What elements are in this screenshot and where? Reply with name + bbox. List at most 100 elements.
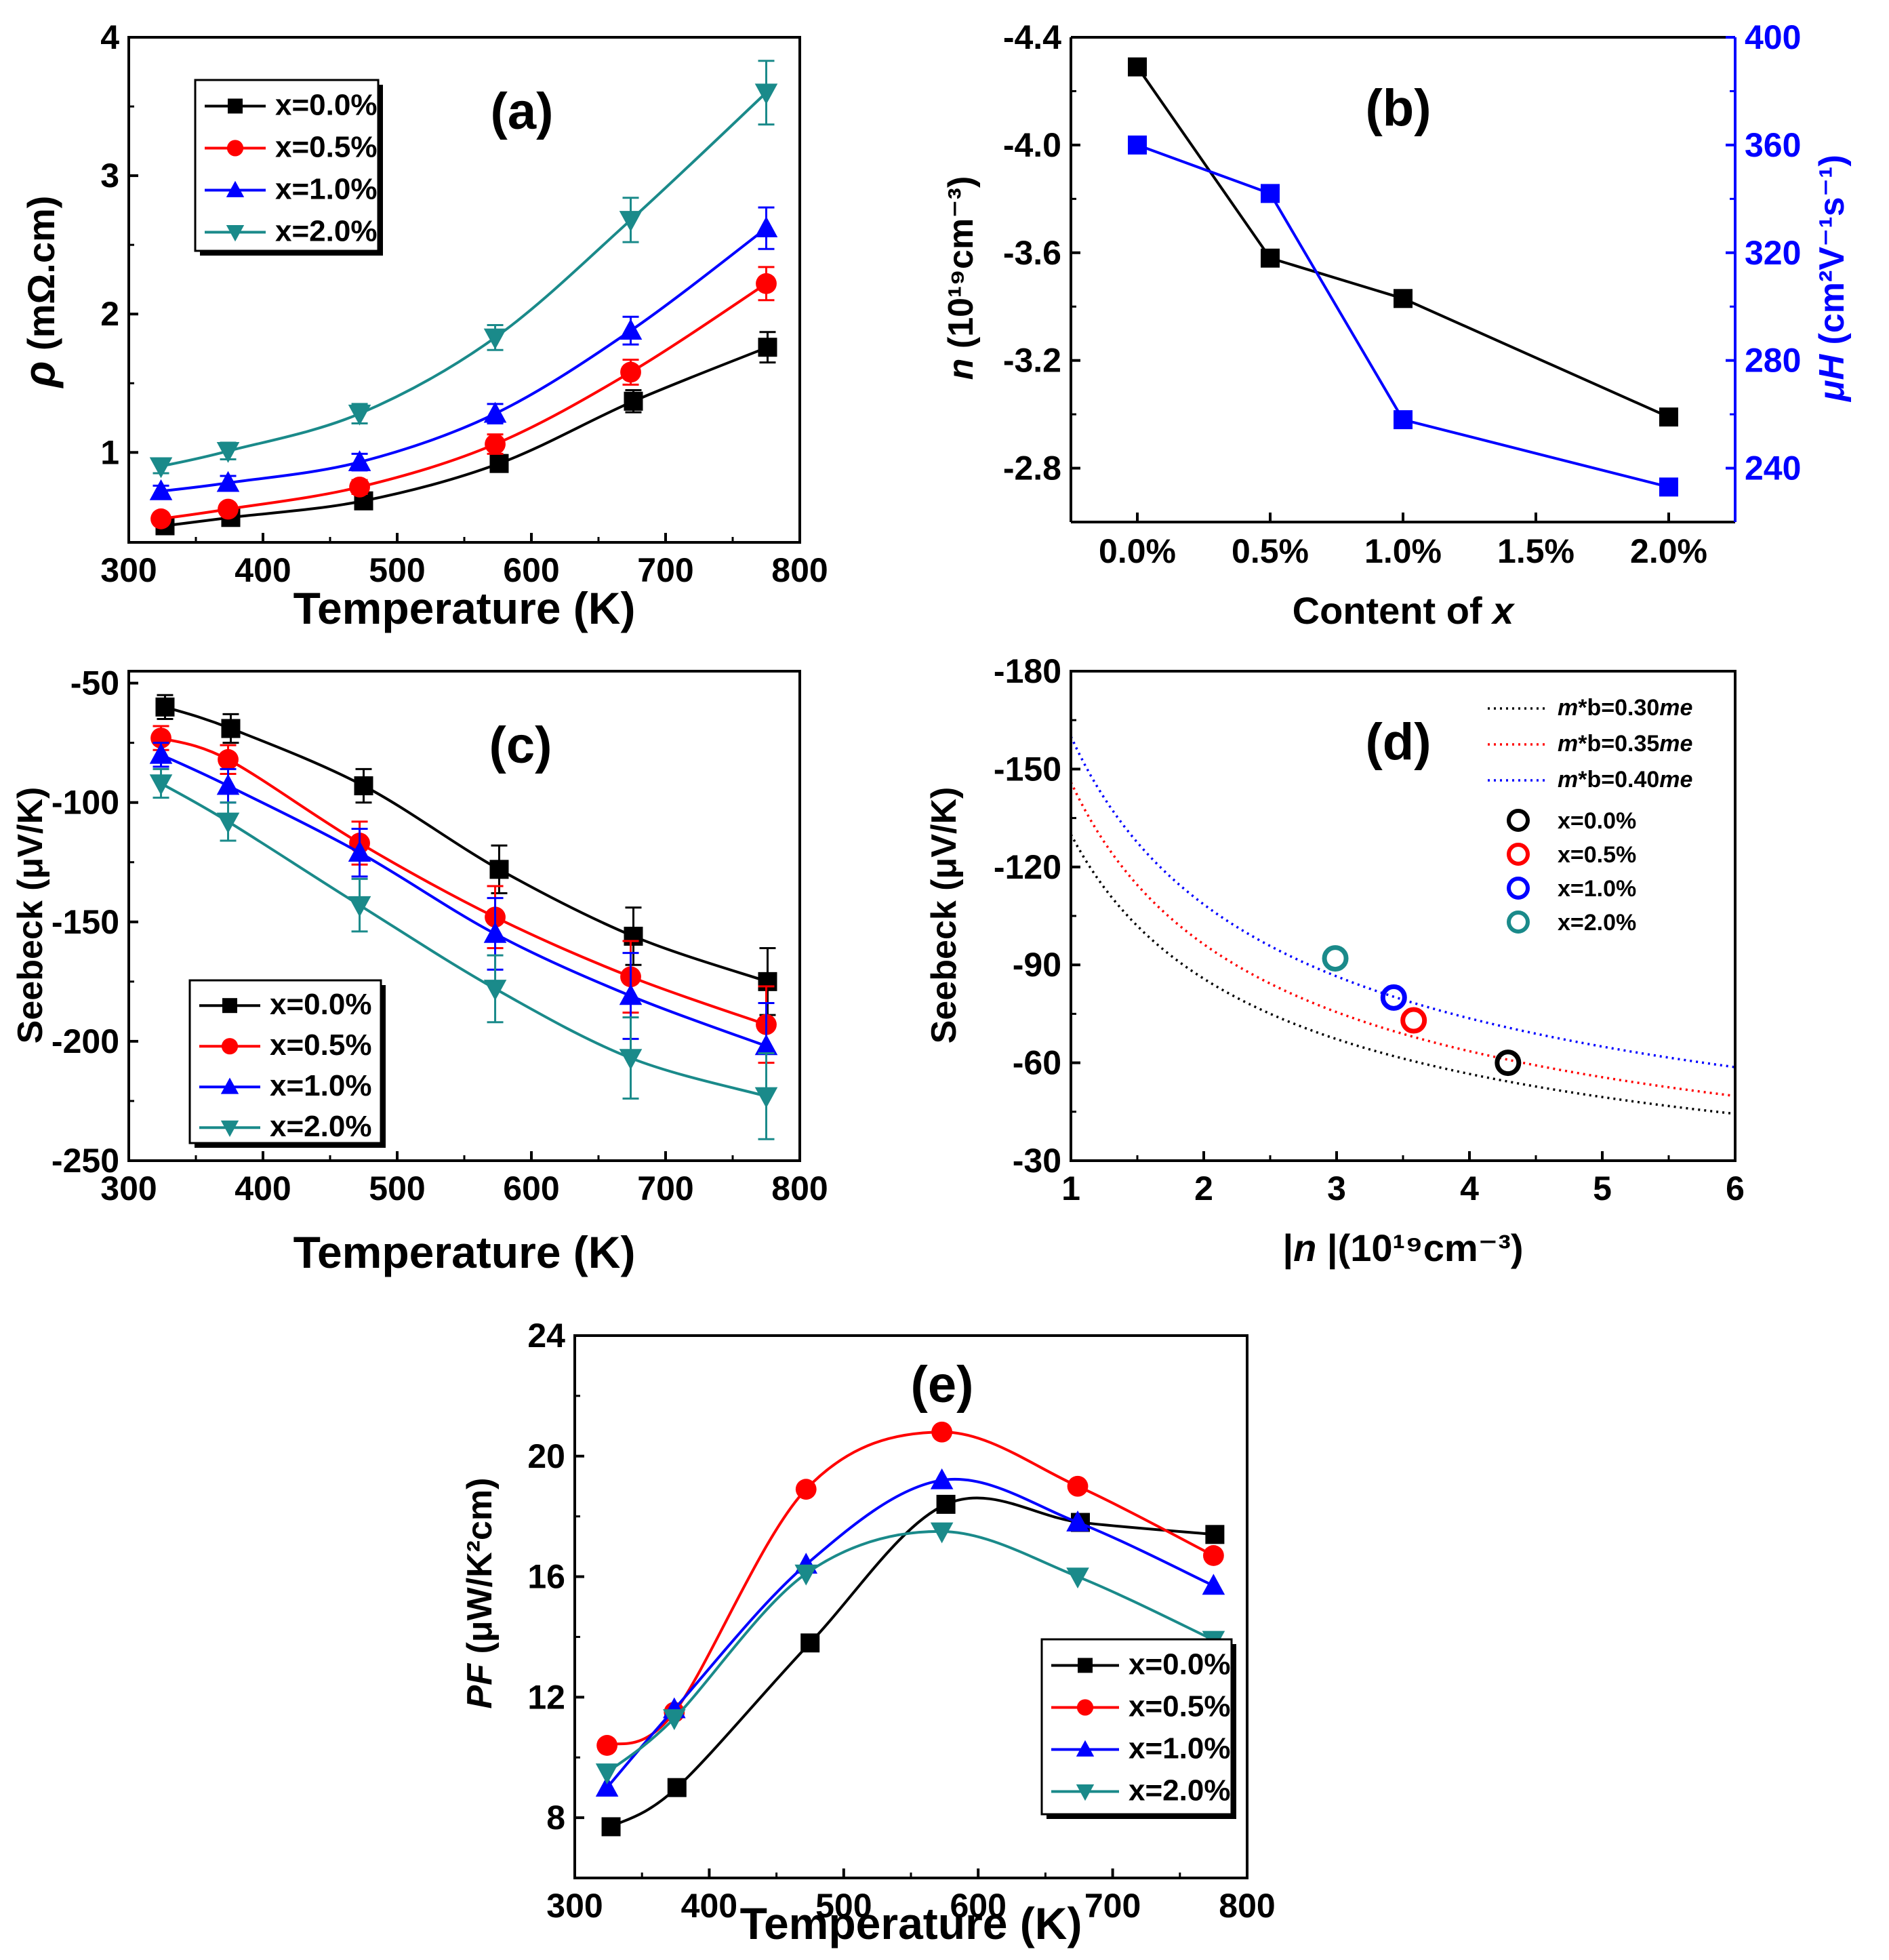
x-axis-label: |n |(10¹⁹cm⁻³) <box>1282 1226 1523 1270</box>
x-tick-label: 2.0% <box>1630 532 1707 570</box>
data-point <box>794 1564 818 1586</box>
data-point <box>758 338 777 357</box>
legend-label: m*b=0.40me <box>1558 767 1692 793</box>
x-axis-label-var: x <box>1490 589 1516 632</box>
y-right-tick-label: 360 <box>1745 126 1801 164</box>
x-axis-label-text: Content of <box>1293 589 1492 632</box>
data-point <box>216 471 240 492</box>
legend-marker <box>1507 911 1530 934</box>
legend-box <box>1040 1638 1233 1816</box>
data-point <box>930 1468 954 1489</box>
data-point <box>800 1633 820 1653</box>
x-tick-label: 800 <box>771 551 828 589</box>
data-point <box>485 433 506 455</box>
x-tick-label: 300 <box>546 1887 603 1925</box>
data-point <box>619 211 643 232</box>
legend-label: x=0.5% <box>270 1028 371 1062</box>
x-tick-label: 2 <box>1194 1169 1213 1207</box>
y-right-tick-label: 400 <box>1745 18 1801 56</box>
legend-label: x=0.5% <box>1129 1689 1230 1723</box>
legend-m: m <box>1558 695 1578 721</box>
legend-box <box>194 79 380 252</box>
legend-box <box>188 979 382 1144</box>
data-point <box>348 896 371 917</box>
data-point <box>595 1763 619 1784</box>
legend-label: m*b=0.35me <box>1558 731 1692 757</box>
x-tick-label: 700 <box>1084 1887 1141 1925</box>
legend-label: x=2.0% <box>1558 910 1636 936</box>
legend-label: x=0.0% <box>1129 1647 1230 1681</box>
data-point <box>1380 984 1407 1011</box>
legend-marker <box>1076 1740 1095 1757</box>
y-axis-unit: (mΩ.cm) <box>20 196 62 361</box>
legend-marker <box>226 140 244 157</box>
panel-e: 300 400 500 600 700 800 8 12 16 20 24 (e) Temperatur… <box>460 1317 1276 1948</box>
legend-label: x=2.0% <box>275 214 377 247</box>
data-point <box>1394 410 1413 430</box>
panel-label: (c) <box>489 717 552 774</box>
data-point <box>795 1479 817 1500</box>
y-tick-label: 16 <box>527 1558 565 1596</box>
y-right-axis-var: μH <box>1812 344 1852 402</box>
legend-label: x=0.5% <box>1558 842 1636 868</box>
y-tick-label: -50 <box>70 664 119 702</box>
y-right-tick-label: 280 <box>1745 342 1801 380</box>
legend-marker <box>1076 1784 1095 1801</box>
x-tick-label: 400 <box>235 551 291 589</box>
model-curve <box>1070 736 1736 1068</box>
data-point <box>601 1817 621 1837</box>
y-right-axis-unit: (cm²V⁻¹s⁻¹) <box>1812 155 1852 344</box>
legend-label: x=1.0% <box>275 172 377 205</box>
x-tick-label: 500 <box>369 1169 425 1207</box>
data-point <box>218 748 239 770</box>
data-point <box>348 450 371 471</box>
data-point <box>218 498 239 520</box>
legend-marker <box>221 1038 239 1055</box>
data-point <box>1261 184 1280 203</box>
y-tick-label: -90 <box>1013 946 1061 984</box>
data-point <box>1128 135 1147 155</box>
data-point <box>667 1778 687 1797</box>
legend-marker <box>1507 877 1530 900</box>
y-tick-label: -60 <box>1013 1044 1061 1082</box>
data-point <box>756 273 777 294</box>
legend-marker <box>228 98 243 114</box>
x-tick-label: 1.5% <box>1497 532 1575 570</box>
legend-m: m <box>1558 731 1578 757</box>
data-point <box>930 1522 954 1544</box>
data-point <box>149 774 173 796</box>
data-point <box>595 1776 619 1797</box>
data-point <box>483 328 507 350</box>
panel-d: 1 2 3 4 5 6 -180 -150 -120 -90 -60 -30 (d) |n |(10¹⁹c… <box>925 652 1745 1270</box>
y-axis-var: PF <box>460 1663 500 1709</box>
panel-b: 0.0% 0.5% 1.0% 1.5% 2.0% -4.4 -4.0 -3.6 -3.2 -2.8… <box>941 18 1852 632</box>
y-tick-label: 1 <box>100 433 119 471</box>
x-axis-label: Content of x <box>1293 589 1516 632</box>
x-tick-label: 500 <box>369 551 425 589</box>
legend-marker <box>1076 1699 1094 1716</box>
x-tick-label: 800 <box>771 1169 828 1207</box>
y-tick-label: -3.6 <box>1003 234 1061 272</box>
x-axis-label: Temperature (K) <box>293 1227 636 1277</box>
y-tick-label: -4.0 <box>1003 126 1061 164</box>
data-point <box>149 742 173 764</box>
data-point <box>936 1494 956 1514</box>
legend-mid: *b=0.35 <box>1578 731 1659 757</box>
y-tick-label: -150 <box>994 750 1061 788</box>
y-tick-label: -3.2 <box>1003 342 1061 380</box>
data-point <box>1067 1475 1089 1497</box>
data-point <box>754 216 778 237</box>
x-axis-var: n <box>1293 1226 1316 1269</box>
series-line <box>165 346 769 527</box>
y-tick-label: 2 <box>100 295 119 333</box>
model-curve <box>1070 833 1736 1115</box>
legend-marker <box>226 180 245 197</box>
legend-label: x=2.0% <box>1129 1774 1230 1807</box>
data-point <box>155 697 175 717</box>
y-axis-label: ρ (mΩ.cm) <box>15 196 64 389</box>
y-right-axis-label: μH (cm²V⁻¹s⁻¹) <box>1812 155 1852 403</box>
data-point <box>619 984 643 1005</box>
x-tick-label: 1 <box>1061 1169 1080 1207</box>
x-tick-label: 700 <box>637 551 693 589</box>
x-axis-label: Temperature (K) <box>293 583 636 633</box>
